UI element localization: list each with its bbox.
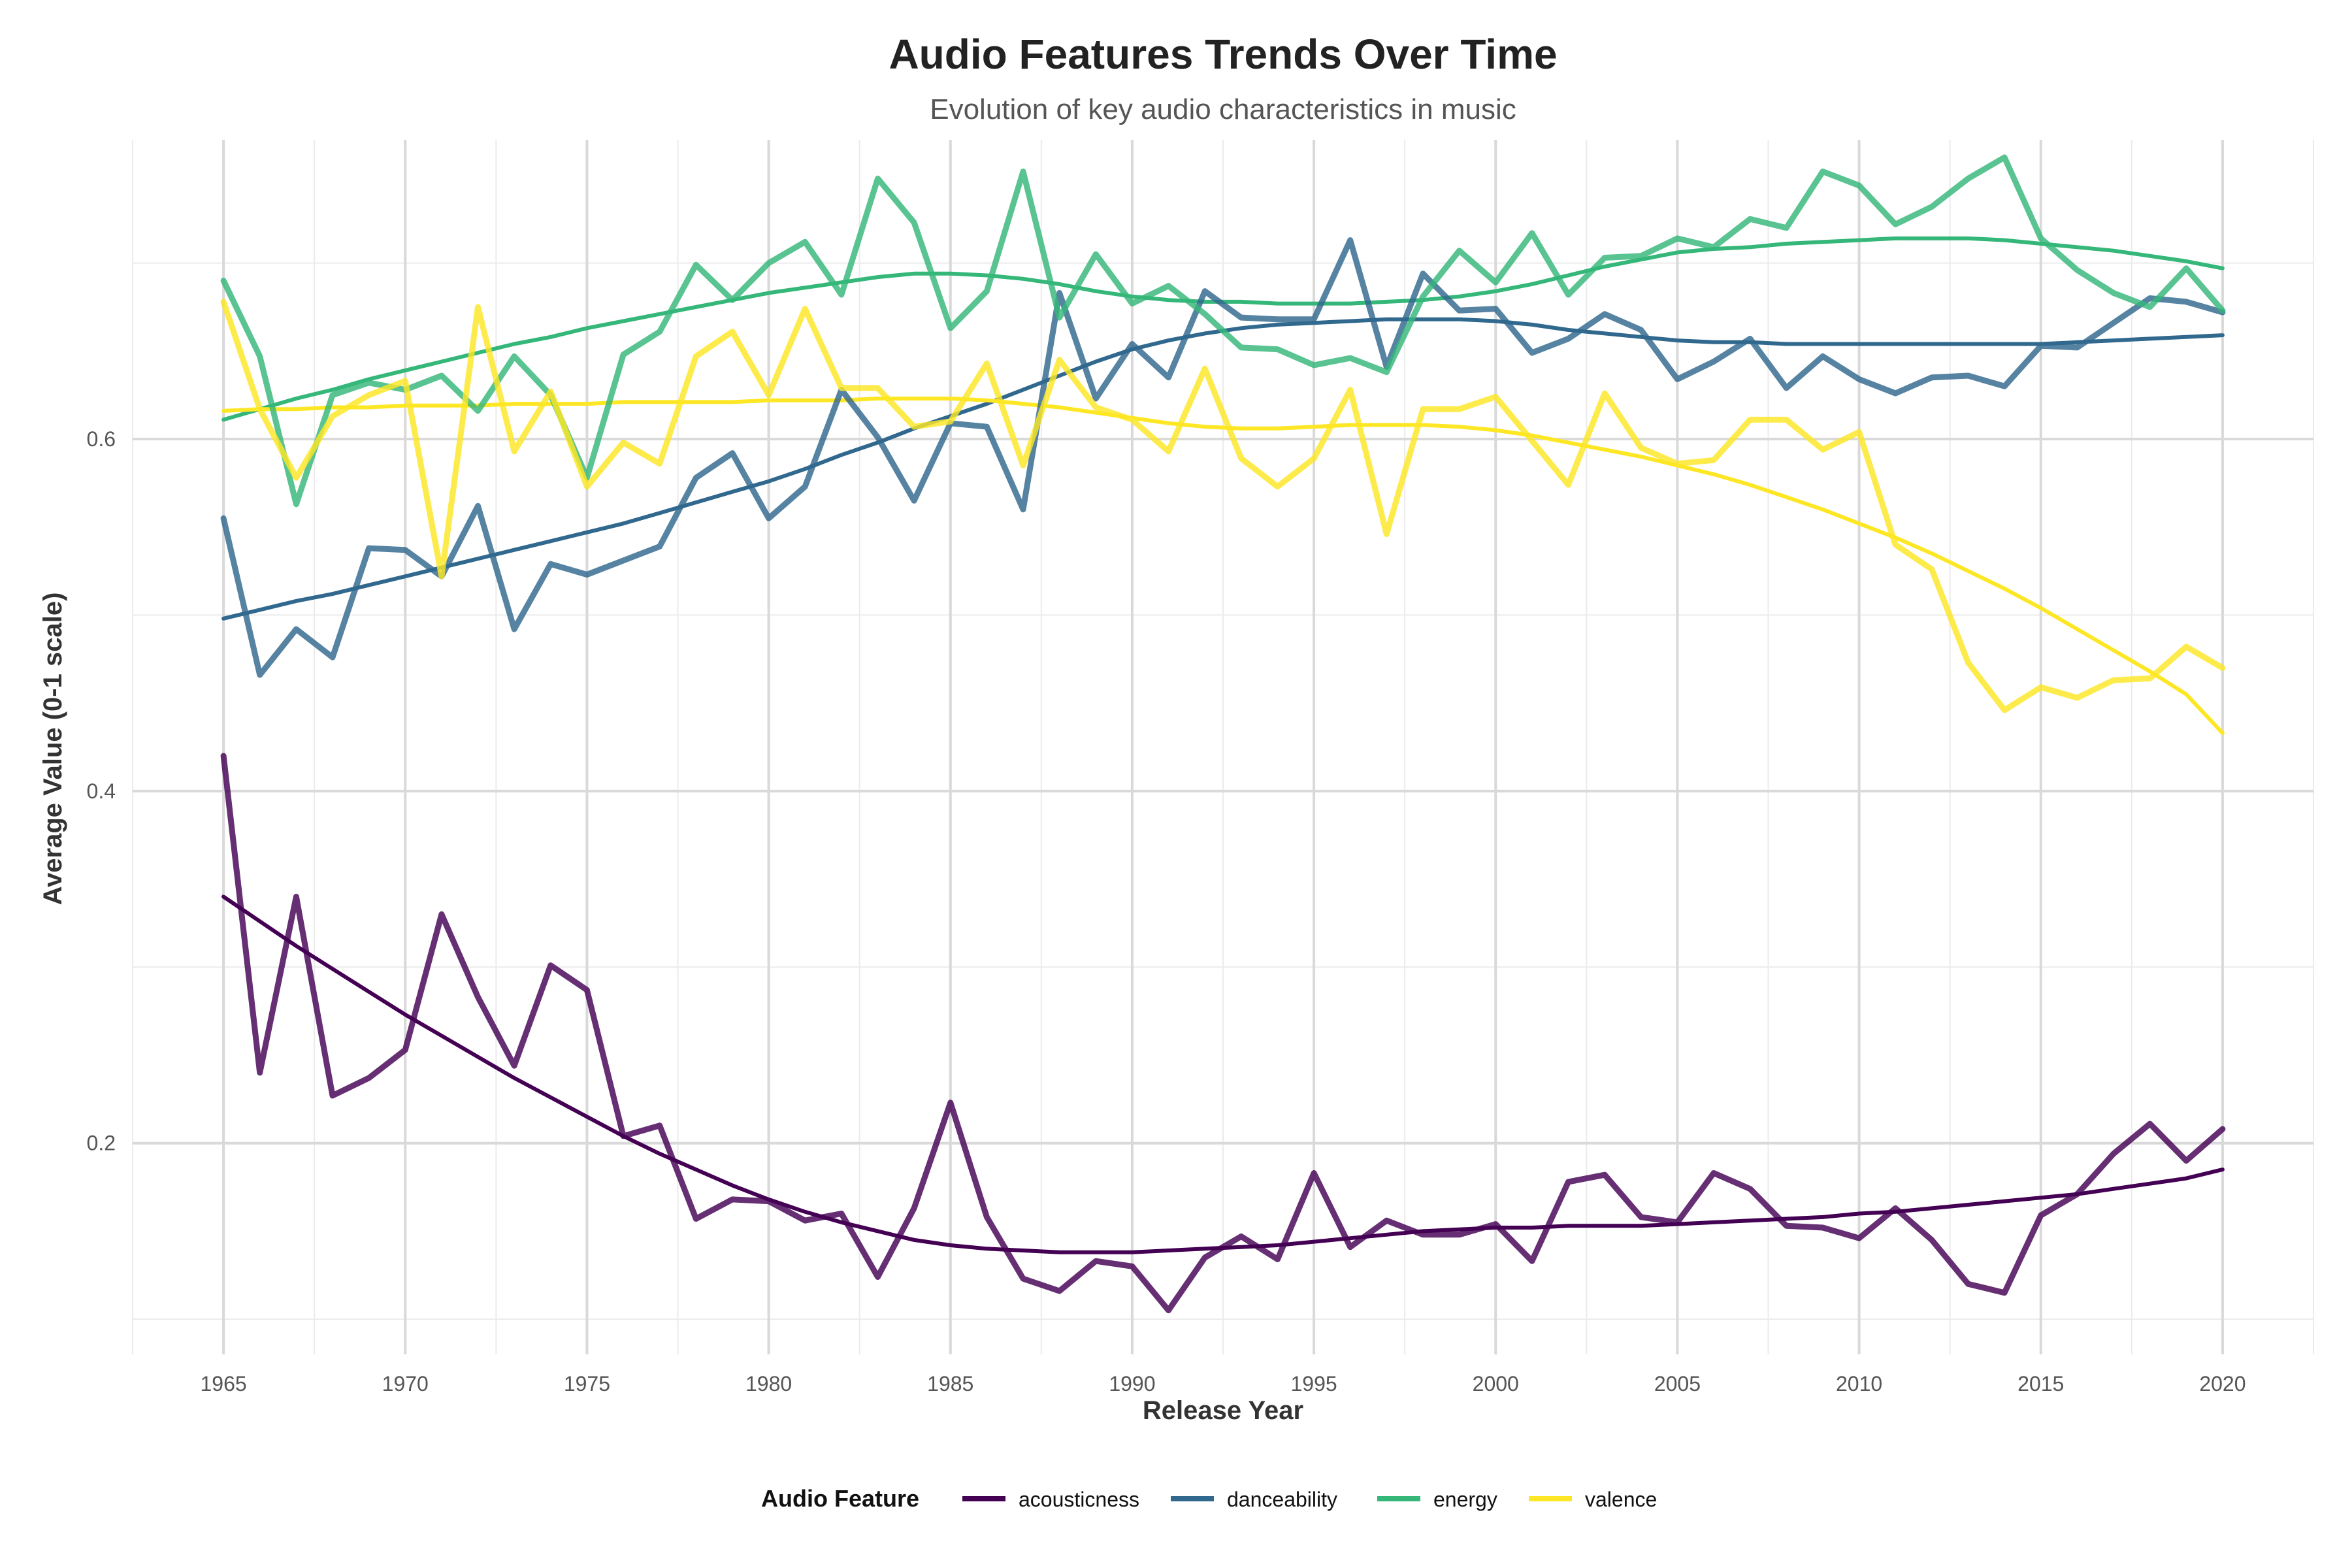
- y-tick-label: 0.6: [87, 427, 116, 451]
- x-tick-label: 1975: [564, 1372, 610, 1396]
- legend-label-danceability: danceability: [1227, 1488, 1337, 1511]
- series-lines: [220, 154, 2226, 1314]
- grid: [132, 140, 2314, 1354]
- x-tick-label: 1990: [1109, 1372, 1155, 1396]
- x-tick-label: 1965: [200, 1372, 246, 1396]
- legend-label-acousticness: acousticness: [1019, 1488, 1139, 1511]
- valence-series-line: [220, 299, 2226, 713]
- axes: 1965 1970 1975 1980 1985 1990 1995 2000 2005 2010…: [87, 427, 2246, 1396]
- x-tick-label: 1995: [1290, 1372, 1337, 1396]
- x-tick-label: 2015: [2017, 1372, 2064, 1396]
- x-tick-label: 2000: [1473, 1372, 1519, 1396]
- x-tick-label: 1985: [927, 1372, 973, 1396]
- y-tick-label: 0.2: [87, 1132, 116, 1155]
- x-axis-title: Release Year: [1143, 1396, 1303, 1425]
- legend-title: Audio Feature: [761, 1485, 919, 1512]
- y-tick-label: 0.4: [87, 779, 116, 803]
- x-tick-label: 2020: [2199, 1372, 2246, 1396]
- danceability-series-line: [220, 237, 2226, 678]
- x-tick-label: 2010: [1836, 1372, 1882, 1396]
- legend-label-energy: energy: [1433, 1488, 1497, 1511]
- legend-label-valence: valence: [1585, 1488, 1657, 1511]
- x-tick-label: 1970: [382, 1372, 429, 1396]
- x-tick-label: 1980: [745, 1372, 792, 1396]
- legend: Audio Feature acousticness danceability en…: [761, 1485, 1657, 1512]
- chart-subtitle: Evolution of key audio characteristics i…: [930, 93, 1516, 125]
- acousticness-series-line: [220, 753, 2226, 1314]
- y-axis-title: Average Value (0-1 scale): [39, 593, 67, 906]
- x-tick-label: 2005: [1654, 1372, 1701, 1396]
- chart-title: Audio Features Trends Over Time: [889, 31, 1557, 78]
